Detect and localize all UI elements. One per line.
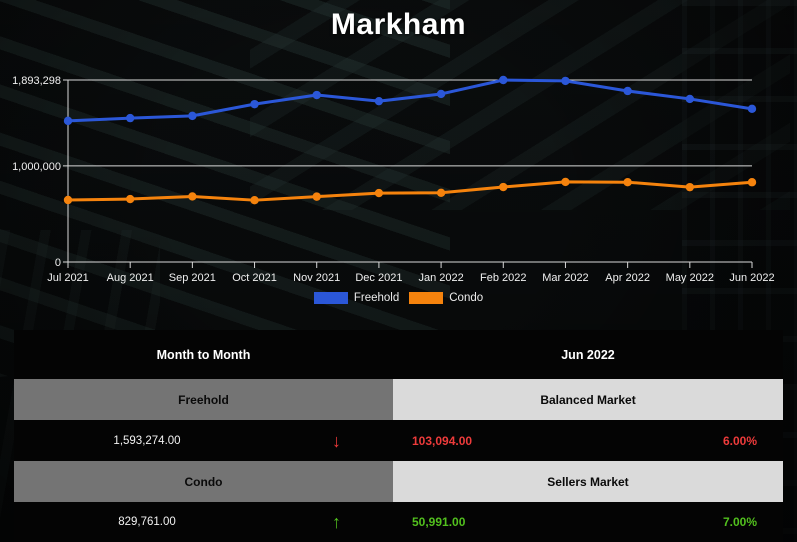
x-axis-label: Jul 2021 — [47, 272, 89, 284]
market-table: Month to Month Jun 2022 Freehold Balance… — [14, 330, 783, 542]
legend-swatch-freehold — [313, 292, 348, 304]
freehold-data-row: 1,593,274.00 ↓ 103,094.00 6.00% — [14, 420, 783, 461]
legend-item-condo[interactable]: Condo — [409, 292, 483, 304]
point-condo-1[interactable] — [125, 194, 135, 204]
y-axis-label: 1,000,000 — [12, 161, 61, 173]
point-freehold-6[interactable] — [436, 89, 446, 99]
x-axis-label: May 2022 — [666, 272, 714, 284]
point-freehold-8[interactable] — [561, 76, 570, 86]
point-freehold-10[interactable] — [685, 94, 695, 104]
point-freehold-9[interactable] — [623, 86, 632, 96]
condo-price: 829,761.00 — [118, 516, 176, 528]
point-freehold-5[interactable] — [374, 96, 384, 106]
x-axis-label: Oct 2021 — [232, 272, 277, 284]
freehold-change-percent: 6.00% — [722, 433, 757, 448]
y-axis-label: 1,893,298 — [12, 75, 61, 87]
freehold-label: Freehold — [14, 379, 393, 420]
point-freehold-4[interactable] — [312, 90, 321, 100]
freehold-category-row: Freehold Balanced Market — [14, 379, 783, 420]
chart-legend: Freehold Condo — [0, 292, 797, 304]
point-condo-11[interactable] — [747, 178, 757, 187]
condo-category-row: Condo Sellers Market — [14, 461, 783, 502]
point-condo-5[interactable] — [374, 188, 384, 198]
line-condo — [66, 180, 754, 202]
point-condo-7[interactable] — [499, 182, 508, 192]
legend-label: Condo — [449, 292, 484, 304]
x-axis-label: Mar 2022 — [542, 272, 588, 284]
point-condo-4[interactable] — [312, 192, 321, 201]
condo-trend-up-arrow-icon: ↑ — [332, 513, 341, 531]
point-condo-6[interactable] — [436, 188, 446, 197]
condo-market-status: Sellers Market — [393, 461, 783, 502]
point-freehold-2[interactable] — [188, 111, 197, 121]
point-condo-9[interactable] — [623, 178, 632, 187]
x-axis-label: Nov 2021 — [293, 272, 340, 284]
point-condo-8[interactable] — [561, 177, 570, 187]
current-month-header: Jun 2022 — [561, 347, 615, 362]
x-axis-label: Jun 2022 — [729, 272, 774, 284]
line-freehold — [66, 78, 754, 123]
month-to-month-header: Month to Month — [156, 347, 251, 362]
condo-label: Condo — [14, 461, 393, 502]
condo-change-amount: 50,991.00 — [412, 515, 466, 529]
freehold-change-amount: 103,094.00 — [412, 433, 473, 448]
legend-item-freehold[interactable]: Freehold — [313, 292, 400, 304]
point-condo-0[interactable] — [63, 195, 73, 205]
point-condo-10[interactable] — [685, 182, 695, 192]
legend-swatch-condo — [409, 292, 444, 304]
page-title: Markham — [330, 8, 467, 41]
point-freehold-3[interactable] — [250, 99, 259, 109]
x-axis-label: Dec 2021 — [355, 272, 402, 284]
x-axis-label: Apr 2022 — [605, 272, 650, 284]
freehold-price: 1,593,274.00 — [113, 434, 181, 447]
freehold-trend-down-arrow-icon: ↓ — [332, 431, 341, 450]
y-axis-label: 0 — [55, 257, 61, 269]
table-period-header-row: Month to Month Jun 2022 — [14, 330, 783, 379]
x-axis-label: Aug 2021 — [107, 272, 154, 284]
point-freehold-11[interactable] — [747, 104, 757, 114]
point-freehold-7[interactable] — [499, 75, 508, 85]
point-freehold-0[interactable] — [63, 116, 73, 126]
legend-label: Freehold — [353, 292, 400, 304]
condo-data-row: 829,761.00 ↑ 50,991.00 7.00% — [14, 502, 783, 542]
point-condo-2[interactable] — [188, 192, 197, 201]
point-freehold-1[interactable] — [125, 113, 135, 123]
condo-change-percent: 7.00% — [722, 515, 757, 529]
x-axis-label: Sep 2021 — [169, 272, 216, 284]
x-axis-label: Feb 2022 — [480, 272, 526, 284]
price-trend-chart: 1,893,298 1,000,000 0 Jul 2021 Aug 2021 Sep 2… — [12, 75, 775, 284]
x-axis-label: Jan 2022 — [418, 272, 463, 284]
freehold-market-status: Balanced Market — [393, 379, 783, 420]
point-condo-3[interactable] — [250, 195, 259, 205]
